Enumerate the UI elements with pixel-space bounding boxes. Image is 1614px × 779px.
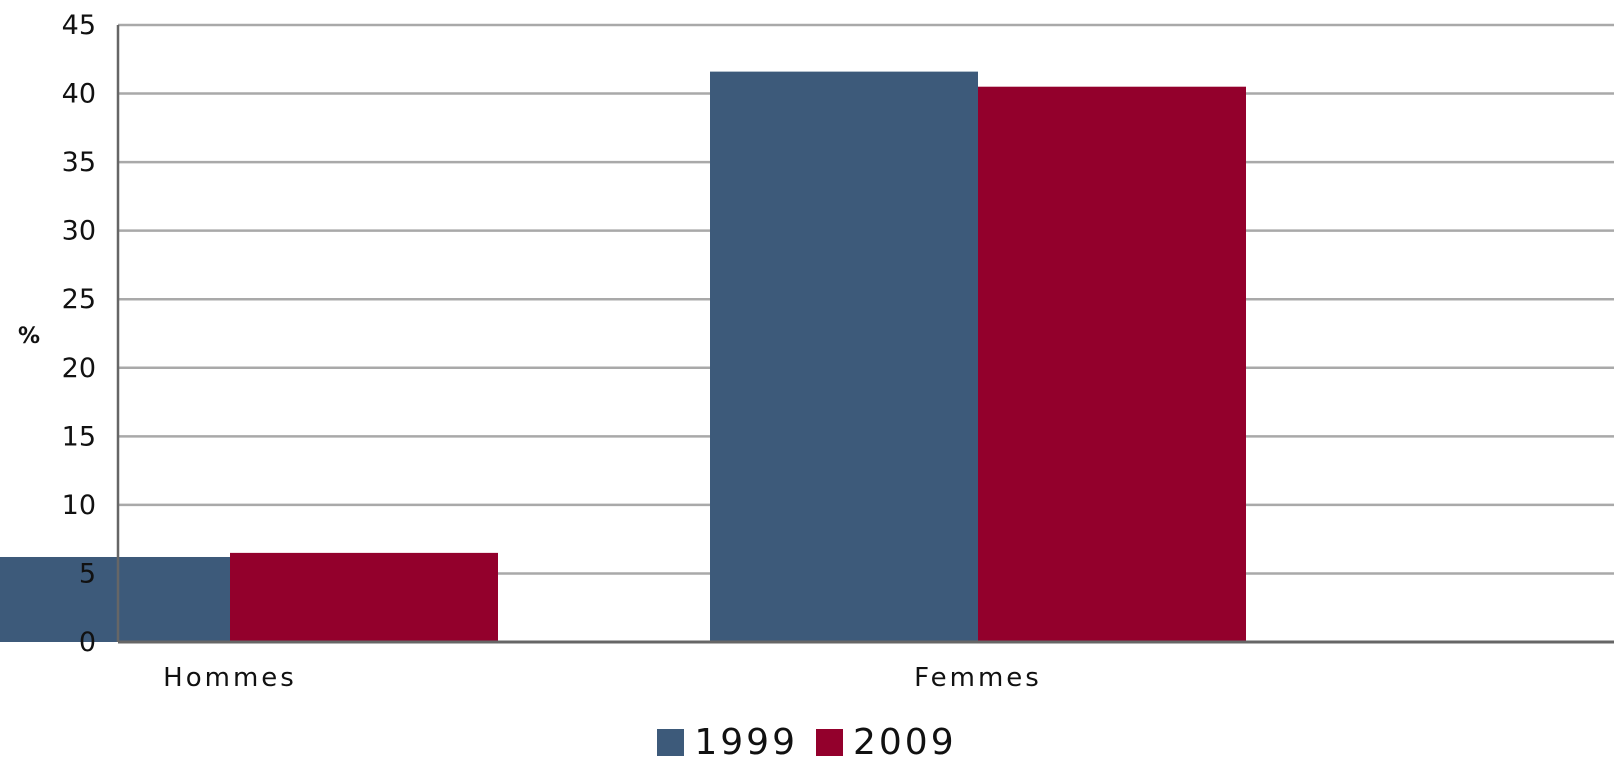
bar-femmes-1999 [710, 71, 978, 642]
bars [0, 71, 1246, 642]
x-tick-femmes: Femmes [914, 663, 1042, 693]
y-tick-35: 35 [62, 147, 96, 178]
legend-item-2009: 2009 [816, 722, 957, 763]
legend-label-2009: 2009 [853, 721, 957, 763]
bar-femmes-2009 [978, 86, 1246, 642]
x-tick-labels: Hommes Femmes [163, 663, 1042, 693]
legend-item-1999: 1999 [657, 722, 798, 763]
bar-hommes-1999 [0, 556, 230, 642]
x-tick-hommes: Hommes [163, 663, 297, 693]
legend-label-1999: 1999 [694, 721, 798, 763]
y-tick-10: 10 [62, 490, 96, 521]
legend: 1999 2009 [0, 718, 1614, 766]
y-tick-labels: 0 5 10 15 20 25 30 35 40 45 [62, 10, 96, 658]
y-tick-15: 15 [62, 421, 96, 452]
y-tick-40: 40 [62, 79, 96, 110]
legend-swatch-2009 [816, 728, 843, 756]
bar-chart: 0 5 10 15 20 25 30 35 40 45 Hommes Femmes % [0, 10, 1614, 693]
y-tick-0: 0 [79, 627, 96, 658]
y-axis-label: % [18, 324, 40, 349]
y-tick-45: 45 [62, 10, 96, 41]
y-tick-25: 25 [62, 284, 96, 315]
legend-swatch-1999 [657, 728, 685, 756]
y-tick-30: 30 [62, 216, 96, 247]
y-tick-20: 20 [62, 353, 96, 384]
bar-hommes-2009 [230, 552, 498, 642]
y-tick-5: 5 [79, 558, 96, 589]
axes [116, 25, 1614, 644]
